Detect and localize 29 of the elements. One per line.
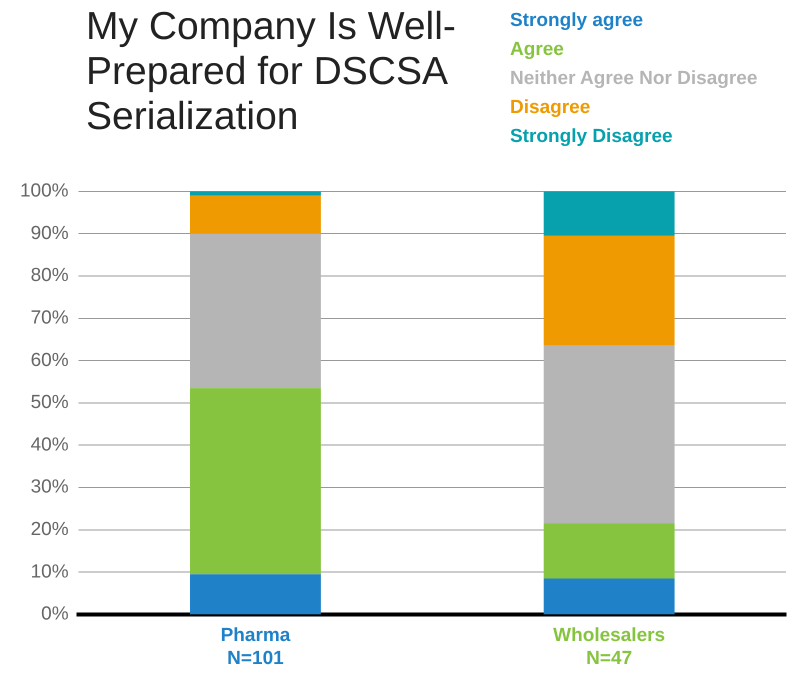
y-tick-label: 60%: [30, 350, 69, 371]
bar: [190, 388, 321, 574]
y-tick-label: 20%: [30, 519, 69, 540]
y-tick-label: 10%: [30, 561, 69, 582]
y-tick-label: 40%: [30, 434, 69, 456]
bar: [190, 196, 321, 234]
bar: [544, 523, 675, 578]
text: Neither Agree Nor Disagree: [510, 67, 758, 91]
bar: [544, 191, 675, 236]
bar: [544, 578, 675, 614]
chart-title: My Company Is Well-Prepared for DSCSA Serialization: [86, 4, 457, 139]
x-tick-label: Pharma N=101: [220, 625, 291, 669]
y-tick-label: 30%: [30, 476, 69, 498]
text: Disagree: [510, 96, 592, 120]
text: Agree: [510, 38, 565, 62]
bar: [544, 346, 675, 524]
bar: [190, 191, 321, 196]
bar: [190, 574, 321, 614]
text: Strongly Disagree: [510, 125, 674, 149]
y-tick-label: 70%: [30, 308, 69, 329]
y-tick-label: 0%: [41, 604, 69, 625]
text: Strongly agree: [510, 9, 644, 33]
y-tick-label: 90%: [30, 222, 69, 244]
y-tick-label: 100%: [20, 180, 69, 202]
bar: [190, 234, 321, 388]
x-tick-label: Wholesalers N=47: [553, 625, 666, 669]
bar: [544, 236, 675, 346]
y-tick-label: 80%: [30, 265, 69, 286]
y-tick-label: 50%: [30, 392, 69, 414]
